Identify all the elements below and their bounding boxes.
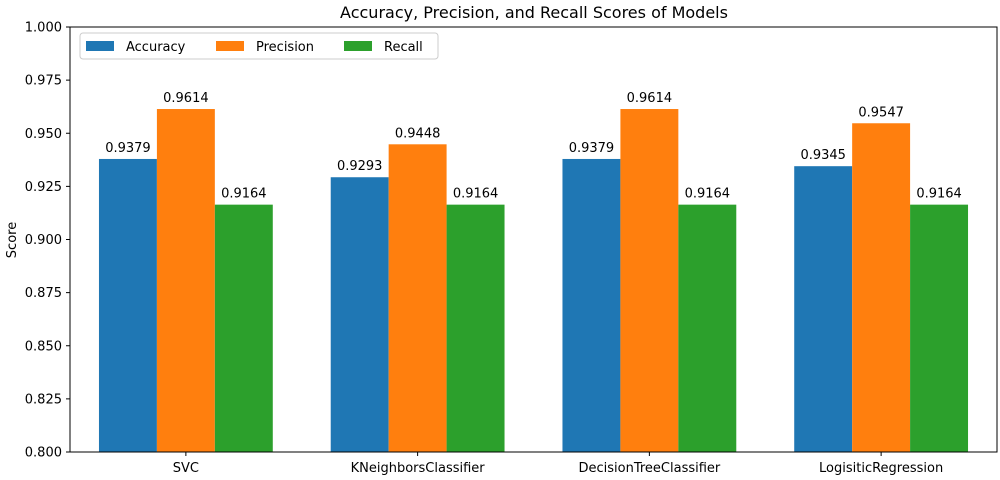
bar-precision-4 <box>852 123 911 452</box>
bar-accuracy-3 <box>562 158 621 452</box>
bars-layer <box>98 109 969 453</box>
bar-value-label: 0.9547 <box>858 105 904 120</box>
bar-accuracy-2 <box>330 177 389 453</box>
y-tick-label: 0.850 <box>25 339 62 354</box>
bar-value-label: 0.9614 <box>627 91 673 106</box>
y-tick-label: 0.800 <box>25 446 62 461</box>
bar-value-label: 0.9345 <box>800 148 846 163</box>
y-tick-label: 0.950 <box>25 127 62 142</box>
x-tick-label: LogisiticRegression <box>819 461 943 476</box>
legend-swatch-recall <box>344 41 372 51</box>
x-tick-label: SVC <box>173 461 199 476</box>
y-axis-title: Score <box>5 222 20 258</box>
y-tick-label: 0.925 <box>25 180 62 195</box>
legend: Accuracy Precision Recall <box>79 32 439 60</box>
x-axis: SVC KNeighborsClassifier DecisionTreeClass… <box>173 452 943 476</box>
x-tick-label: KNeighborsClassifier <box>351 461 486 476</box>
bar-recall-2 <box>446 204 505 452</box>
legend-swatch-precision <box>216 41 244 51</box>
x-tick-label: DecisionTreeClassifier <box>578 461 720 476</box>
legend-label-recall: Recall <box>384 40 423 55</box>
y-tick-label: 0.875 <box>25 286 62 301</box>
bar-recall-4 <box>910 204 969 452</box>
y-tick-label: 0.975 <box>25 74 62 89</box>
bar-accuracy-4 <box>794 166 853 452</box>
chart-title: Accuracy, Precision, and Recall Scores o… <box>340 3 728 22</box>
bar-value-label: 0.9164 <box>685 187 731 202</box>
bar-recall-3 <box>678 204 737 452</box>
bar-recall-1 <box>214 204 273 452</box>
bar-value-label: 0.9379 <box>105 141 151 156</box>
bar-value-label: 0.9614 <box>163 91 209 106</box>
bar-precision-3 <box>620 109 679 453</box>
bar-value-label: 0.9164 <box>221 187 267 202</box>
bar-precision-1 <box>156 109 215 453</box>
bar-value-label: 0.9379 <box>569 141 615 156</box>
legend-box <box>79 32 439 60</box>
y-axis: 0.800 0.825 0.850 0.875 0.900 0.925 0.950 0.975… <box>25 21 70 461</box>
bar-labels-layer: 0.9379 0.9614 0.9164 0.9293 0.9448 0.9164 0.93… <box>105 91 962 202</box>
legend-label-precision: Precision <box>256 40 314 55</box>
bar-value-label: 0.9164 <box>453 187 499 202</box>
bar-value-label: 0.9448 <box>395 126 441 141</box>
bar-precision-2 <box>388 144 447 453</box>
bar-value-label: 0.9164 <box>916 187 962 202</box>
bar-accuracy-1 <box>98 158 157 452</box>
legend-swatch-accuracy <box>86 41 114 51</box>
legend-label-accuracy: Accuracy <box>126 40 186 55</box>
plot-frame <box>69 26 998 453</box>
y-tick-label: 1.000 <box>25 21 62 36</box>
bar-value-label: 0.9293 <box>337 159 383 174</box>
y-tick-label: 0.900 <box>25 233 62 248</box>
y-tick-label: 0.825 <box>25 392 62 407</box>
